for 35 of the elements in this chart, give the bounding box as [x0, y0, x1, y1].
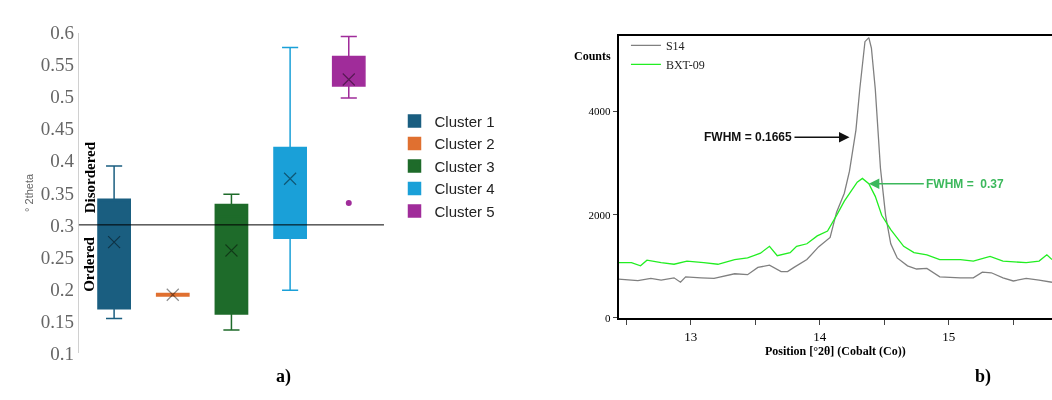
annotation: Disordered	[81, 141, 98, 214]
legend-label: Cluster 2	[434, 135, 495, 153]
legend-label: BXT-09	[665, 58, 705, 73]
y-tick-label: 0.55	[40, 54, 75, 76]
y-tick-label: 0.6	[50, 22, 75, 44]
legend-label: Cluster 3	[434, 157, 495, 175]
x-axis-title: Position [°2θ] (Cobalt (Co))	[764, 343, 906, 358]
y-tick-label: 0.15	[40, 310, 75, 332]
y-tick-label: 0.45	[40, 118, 75, 140]
line-series	[618, 177, 1052, 267]
annotation: FWHM = 0.37	[926, 177, 1005, 191]
y-tick-label: 0	[604, 311, 611, 324]
y-tick-label: 0.25	[40, 246, 75, 268]
x-tick-label: 14	[813, 328, 827, 344]
x-tick-label: 13	[684, 328, 698, 344]
legend-label: S14	[665, 39, 685, 54]
legend-label: Cluster 4	[434, 180, 495, 198]
y-tick-label: 0.3	[50, 214, 75, 236]
line-series	[618, 36, 1052, 283]
legend-label: Cluster 5	[434, 202, 495, 220]
annotation: Ordered	[81, 236, 98, 292]
y-tick-label: 0.4	[50, 150, 75, 172]
y-tick-label: 0.35	[40, 182, 75, 204]
text: a)	[276, 366, 291, 387]
text: b)	[975, 366, 992, 387]
y-tick-label: 2000	[588, 208, 611, 221]
y-tick-label: 0.2	[50, 278, 75, 300]
y-tick-label: 0.5	[50, 86, 75, 108]
y-axis-title: Counts	[574, 49, 612, 63]
y-tick-label: 0.1	[50, 342, 75, 364]
annotation: FWHM = 0.1665	[704, 130, 793, 144]
x-tick-label: 15	[942, 328, 956, 344]
y-axis-title: ° 2theta	[23, 172, 36, 212]
y-tick-label: 4000	[588, 105, 611, 118]
legend-label: Cluster 1	[434, 112, 495, 130]
